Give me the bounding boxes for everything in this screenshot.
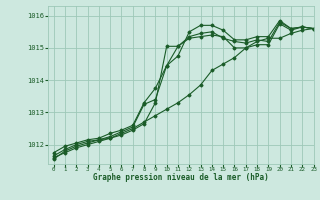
X-axis label: Graphe pression niveau de la mer (hPa): Graphe pression niveau de la mer (hPa) bbox=[93, 173, 269, 182]
